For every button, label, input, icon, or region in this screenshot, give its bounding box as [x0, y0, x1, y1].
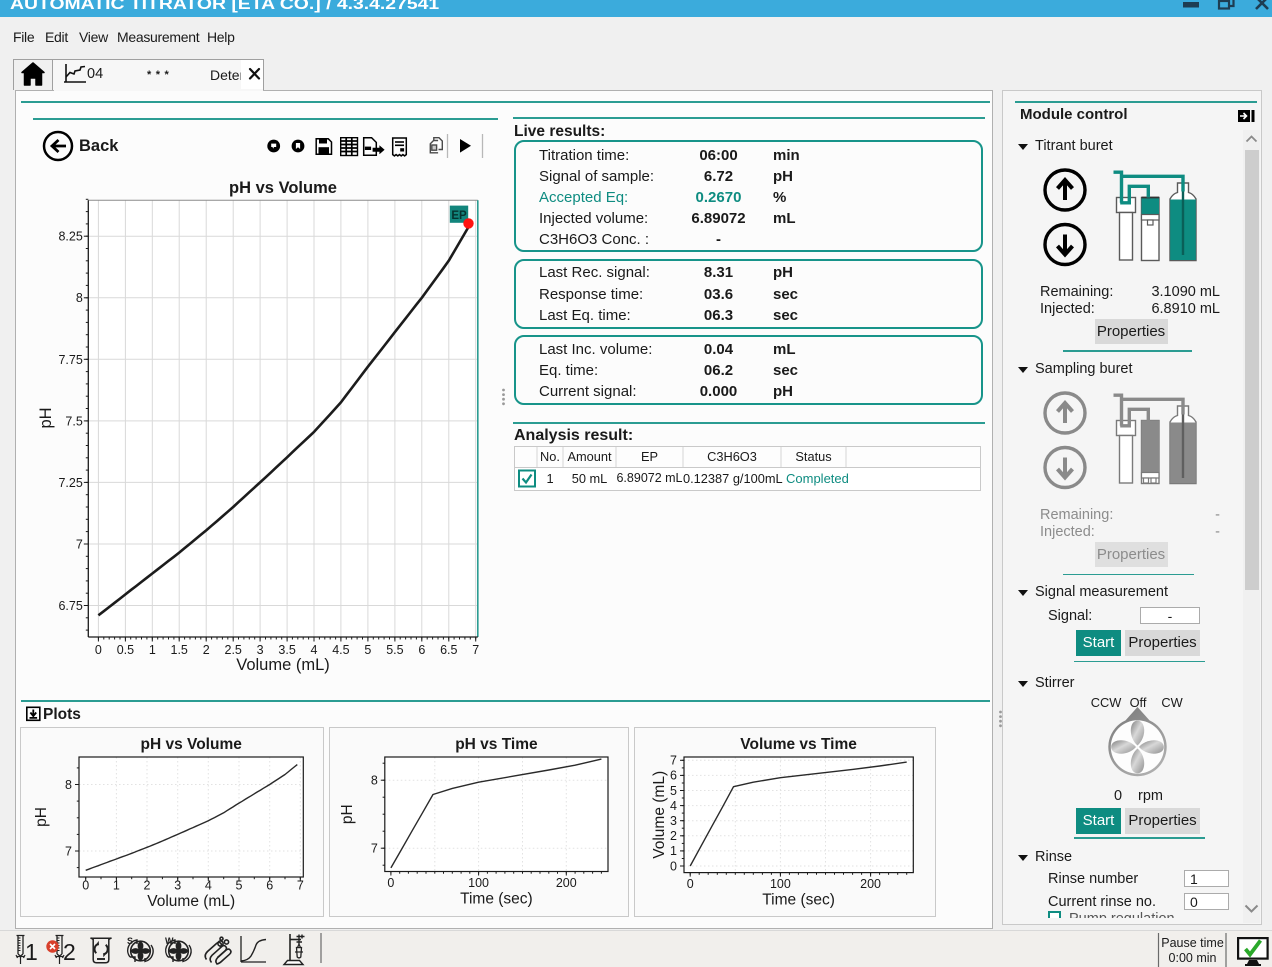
- svg-text:7: 7: [65, 844, 72, 858]
- svg-text:0: 0: [670, 859, 677, 873]
- svg-text:6: 6: [266, 879, 273, 893]
- svg-text:5: 5: [364, 643, 371, 657]
- svg-text:0: 0: [687, 877, 694, 891]
- svg-text:100: 100: [468, 876, 489, 890]
- svg-text:pH: pH: [37, 407, 55, 428]
- svg-text:2: 2: [144, 879, 151, 893]
- svg-text:7: 7: [472, 643, 479, 657]
- svg-text:6: 6: [670, 769, 677, 783]
- svg-text:3.5: 3.5: [278, 643, 295, 657]
- svg-text:Volume (mL): Volume (mL): [236, 656, 330, 674]
- svg-text:4: 4: [670, 799, 677, 813]
- svg-text:1: 1: [149, 643, 156, 657]
- svg-text:7: 7: [76, 538, 83, 552]
- svg-text:pH: pH: [33, 807, 50, 827]
- svg-text:6: 6: [418, 643, 425, 657]
- svg-text:pH vs Time: pH vs Time: [455, 736, 538, 753]
- svg-text:pH: pH: [339, 804, 356, 824]
- svg-text:EP: EP: [451, 210, 467, 222]
- svg-text:3: 3: [257, 643, 264, 657]
- svg-text:200: 200: [860, 877, 881, 891]
- svg-text:pH vs Volume: pH vs Volume: [141, 736, 243, 753]
- svg-text:7.5: 7.5: [65, 414, 82, 428]
- svg-text:5.5: 5.5: [386, 643, 403, 657]
- svg-text:3: 3: [174, 879, 181, 893]
- svg-text:pH vs Volume: pH vs Volume: [229, 179, 337, 197]
- svg-text:7: 7: [670, 754, 677, 768]
- svg-text:1: 1: [113, 879, 120, 893]
- svg-text:3: 3: [670, 814, 677, 828]
- svg-text:Volume (mL): Volume (mL): [651, 771, 668, 859]
- svg-text:4: 4: [205, 879, 212, 893]
- svg-text:2.5: 2.5: [225, 643, 242, 657]
- svg-text:0: 0: [387, 876, 394, 890]
- svg-text:5: 5: [670, 784, 677, 798]
- svg-text:Volume (mL): Volume (mL): [147, 893, 235, 910]
- svg-text:0: 0: [95, 643, 102, 657]
- svg-text:7.25: 7.25: [58, 476, 82, 490]
- svg-text:Volume vs Time: Volume vs Time: [740, 736, 857, 753]
- svg-text:5: 5: [236, 879, 243, 893]
- svg-text:7.75: 7.75: [58, 353, 82, 367]
- svg-text:2: 2: [203, 643, 210, 657]
- svg-text:7: 7: [371, 842, 378, 856]
- svg-text:7: 7: [297, 879, 304, 893]
- svg-text:8: 8: [371, 774, 378, 788]
- svg-text:S: S: [127, 936, 133, 946]
- svg-text:Time (sec): Time (sec): [762, 892, 835, 909]
- svg-text:0: 0: [82, 879, 89, 893]
- svg-text:6.5: 6.5: [440, 643, 457, 657]
- svg-text:1.5: 1.5: [171, 643, 188, 657]
- svg-text:1: 1: [670, 844, 677, 858]
- svg-text:8: 8: [65, 778, 72, 792]
- svg-text:8.25: 8.25: [58, 230, 82, 244]
- svg-text:0.5: 0.5: [117, 643, 134, 657]
- svg-text:W: W: [165, 936, 174, 946]
- svg-text:6.75: 6.75: [58, 599, 82, 613]
- svg-text:Time (sec): Time (sec): [460, 891, 533, 908]
- svg-text:2: 2: [670, 829, 677, 843]
- svg-text:100: 100: [770, 877, 791, 891]
- svg-text:200: 200: [556, 876, 577, 890]
- svg-text:8: 8: [76, 291, 83, 305]
- svg-text:4.5: 4.5: [332, 643, 349, 657]
- svg-text:4: 4: [311, 643, 318, 657]
